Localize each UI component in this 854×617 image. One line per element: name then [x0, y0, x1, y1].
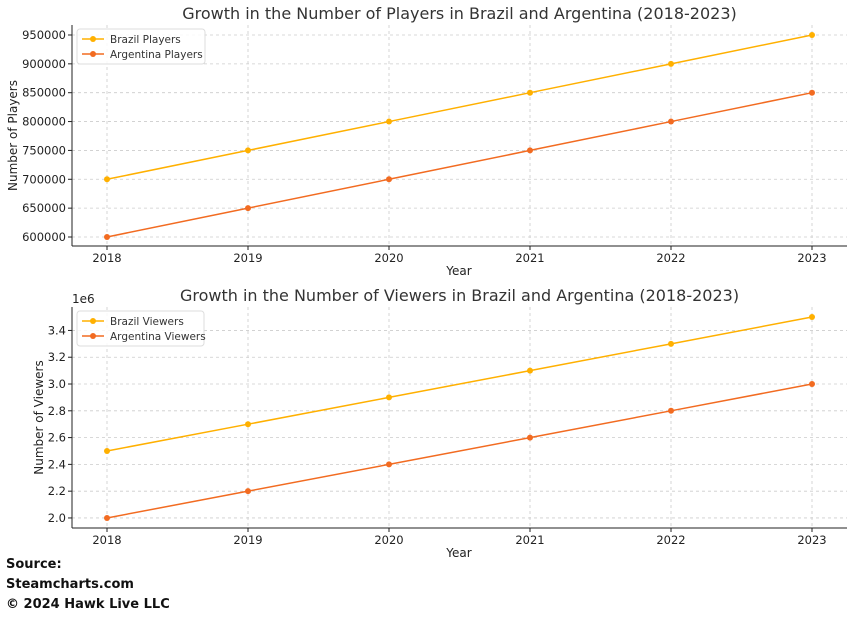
- chart-title: Growth in the Number of Viewers in Brazi…: [180, 286, 739, 305]
- y-tick-label: 3.4: [48, 323, 66, 337]
- data-point: [245, 205, 251, 212]
- y-tick-label: 3.2: [48, 350, 66, 364]
- series-line: [106, 34, 813, 181]
- source-label: Source:: [6, 557, 62, 572]
- y-tick-label: 800000: [22, 115, 66, 129]
- legend-marker: [90, 36, 96, 42]
- legend-label: Brazil Viewers: [110, 316, 184, 328]
- data-point: [527, 367, 533, 374]
- y-tick-label: 700000: [22, 172, 66, 186]
- legend-label: Argentina Viewers: [110, 331, 206, 343]
- legend-marker: [90, 318, 96, 324]
- x-tick-label: 2021: [515, 533, 544, 547]
- data-point: [386, 118, 392, 125]
- series-line: [106, 91, 813, 238]
- data-point: [245, 488, 251, 495]
- legend: [76, 310, 205, 347]
- legend-label: Argentina Players: [110, 49, 203, 61]
- y-offset-label: 1e6: [72, 292, 95, 306]
- data-point: [668, 340, 674, 347]
- chart-title: Growth in the Number of Players in Brazi…: [182, 4, 737, 23]
- x-tick-label: 2023: [797, 533, 826, 547]
- data-point: [527, 89, 533, 96]
- legend-marker: [90, 51, 96, 57]
- data-point: [104, 233, 110, 240]
- y-tick-label: 2.4: [48, 457, 66, 471]
- y-tick-label: 850000: [22, 86, 66, 100]
- data-point: [386, 176, 392, 183]
- legend: [76, 28, 206, 65]
- y-tick-label: 2.2: [48, 484, 66, 498]
- data-point: [104, 514, 110, 521]
- y-tick-label: 900000: [22, 57, 66, 71]
- series-line: [106, 316, 813, 452]
- data-point: [809, 31, 815, 38]
- data-point: [386, 394, 392, 401]
- series-line: [106, 383, 813, 519]
- x-tick-label: 2022: [656, 251, 685, 265]
- data-point: [245, 421, 251, 428]
- data-point: [245, 147, 251, 154]
- data-point: [527, 434, 533, 441]
- data-point: [809, 381, 815, 388]
- data-point: [668, 407, 674, 414]
- data-point: [668, 60, 674, 67]
- x-tick-label: 2020: [374, 533, 403, 547]
- x-tick-label: 2020: [374, 251, 403, 265]
- y-tick-label: 2.8: [48, 404, 66, 418]
- x-axis-label: Year: [445, 264, 471, 278]
- data-point: [809, 314, 815, 321]
- y-tick-label: 600000: [22, 230, 66, 244]
- data-point: [104, 176, 110, 183]
- y-axis-label: Number of Viewers: [32, 360, 46, 474]
- source-site: Steamcharts.com: [6, 577, 134, 592]
- x-tick-label: 2021: [515, 251, 544, 265]
- x-tick-label: 2019: [233, 533, 262, 547]
- copyright: © 2024 Hawk Live LLC: [6, 597, 170, 612]
- y-tick-label: 2.6: [48, 431, 66, 445]
- x-tick-label: 2019: [233, 251, 262, 265]
- y-tick-label: 650000: [22, 201, 66, 215]
- data-point: [386, 461, 392, 468]
- x-tick-label: 2022: [656, 533, 685, 547]
- y-tick-label: 750000: [22, 143, 66, 157]
- data-point: [104, 447, 110, 454]
- legend-label: Brazil Players: [110, 34, 181, 46]
- data-point: [668, 118, 674, 125]
- legend-marker: [90, 333, 96, 339]
- y-tick-label: 950000: [22, 28, 66, 42]
- x-tick-label: 2018: [92, 251, 121, 265]
- x-tick-label: 2018: [92, 533, 121, 547]
- x-tick-label: 2023: [797, 251, 826, 265]
- data-point: [809, 89, 815, 96]
- y-axis-label: Number of Players: [6, 80, 20, 191]
- x-axis-label: Year: [445, 546, 471, 560]
- y-tick-label: 2.0: [48, 511, 66, 525]
- data-point: [527, 147, 533, 154]
- y-tick-label: 3.0: [48, 377, 66, 391]
